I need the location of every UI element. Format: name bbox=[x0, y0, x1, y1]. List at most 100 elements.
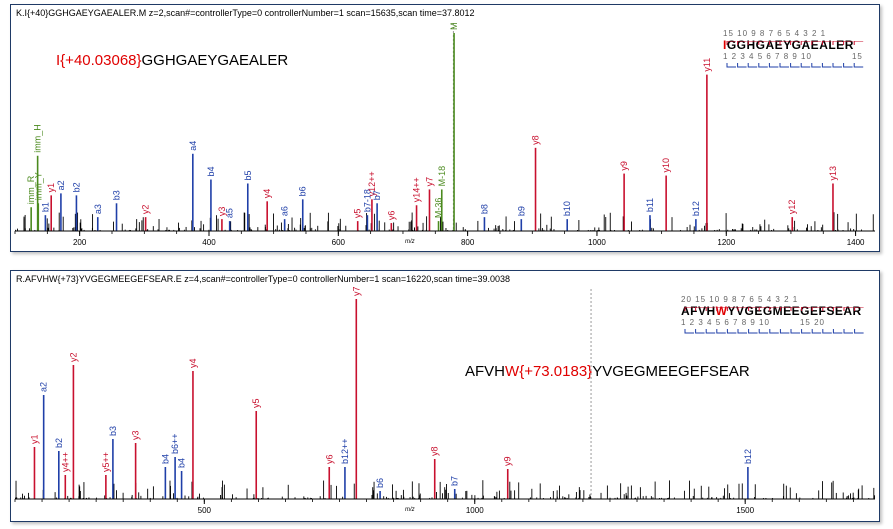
peak-y13: y13 bbox=[828, 166, 838, 231]
peak-label: y12++ bbox=[367, 171, 377, 196]
mod-residue: W bbox=[505, 363, 520, 380]
y-ion-bracket bbox=[811, 307, 822, 311]
spectrum-panel-1: imm_R imm_H imm_Y b1 y1 a2 b2 a3 b3 y2 a4 b4 y3 a5 b5 y… bbox=[10, 4, 880, 252]
peak-label: y4 bbox=[188, 358, 198, 368]
coverage-bottom-right: 15 bbox=[851, 52, 863, 61]
peak-b3: b3 bbox=[112, 190, 122, 231]
y-ion-bracket bbox=[821, 41, 832, 45]
peak-y1: y1 bbox=[29, 434, 39, 499]
coverage-mod: W bbox=[715, 304, 728, 318]
peak-label: y4++ bbox=[60, 452, 70, 472]
y-ion-bracket bbox=[737, 307, 747, 311]
peak-label: M-18 bbox=[437, 166, 447, 187]
peak-b7: b7 bbox=[372, 190, 382, 231]
b-ion-bracket bbox=[822, 329, 832, 334]
spectrum-header-2: R.AFVHW{+73}YVGEGMEEGEFSEAR.E z=4,scan#=… bbox=[16, 274, 511, 284]
y-ion-bracket bbox=[769, 307, 779, 311]
peak-label: y7 bbox=[351, 286, 361, 296]
peak-label: b1 bbox=[40, 202, 50, 212]
b-ion-bracket bbox=[853, 63, 864, 68]
b-ion-bracket bbox=[800, 63, 811, 68]
peak-label: y3 bbox=[131, 430, 141, 440]
coverage-bottom-right: 15 20 bbox=[799, 318, 825, 327]
peak-label: y2 bbox=[141, 205, 151, 215]
y-ion-bracket bbox=[790, 41, 800, 45]
peak-y14++: y14++ bbox=[412, 177, 422, 231]
x-tick-label: 1500 bbox=[736, 506, 754, 515]
peak-b12: b12 bbox=[691, 201, 701, 231]
peak-b12++: b12++ bbox=[340, 438, 350, 499]
y-ion-bracket bbox=[800, 41, 811, 45]
y-ion-bracket bbox=[822, 307, 832, 311]
y-ion-bracket bbox=[758, 307, 769, 311]
peak-label: b6 bbox=[298, 186, 308, 196]
unlabeled-peaks bbox=[14, 480, 876, 499]
b-ion-bracket bbox=[695, 329, 705, 334]
peak-a2: a2 bbox=[39, 382, 49, 499]
peak-M: M bbox=[449, 23, 459, 231]
peak-b8: b8 bbox=[479, 204, 489, 231]
peak-b10: b10 bbox=[562, 201, 572, 231]
peak-label: y6 bbox=[386, 211, 396, 221]
peak-y8: y8 bbox=[430, 446, 440, 499]
coverage-bottom-numbers: 1 2 3 4 5 6 7 8 9 10 15 20 bbox=[681, 318, 862, 327]
b-ion-bracket bbox=[843, 329, 853, 334]
peak-label: b8 bbox=[479, 204, 489, 214]
b-ion-bracket bbox=[684, 329, 694, 334]
peak-imm_Y: imm_Y bbox=[33, 172, 43, 231]
peak-label: M-36 bbox=[434, 198, 444, 219]
peak-b2: b2 bbox=[71, 182, 81, 231]
peak-label: y9 bbox=[619, 161, 629, 171]
y-ion-bracket bbox=[748, 307, 758, 311]
y-ion-bracket bbox=[726, 41, 736, 45]
y-ion-bracket bbox=[801, 307, 811, 311]
x-axis-label: m/z bbox=[405, 239, 415, 245]
peak-y3: y3 bbox=[131, 430, 141, 499]
coverage-brackets bbox=[684, 307, 864, 334]
coverage-top-numbers: 20 15 10 9 8 7 6 5 4 3 2 1 bbox=[681, 295, 799, 304]
peak-label: y9 bbox=[503, 456, 513, 466]
peak-b9: b9 bbox=[516, 206, 526, 231]
b-ion-bracket bbox=[832, 329, 843, 334]
y-ion-bracket bbox=[832, 307, 843, 311]
peak-label: b4 bbox=[177, 458, 187, 468]
peak-label: imm_Y bbox=[33, 172, 43, 200]
peak-y4: y4 bbox=[188, 358, 198, 499]
peak-label: y1 bbox=[46, 183, 56, 193]
peak-label: y8 bbox=[531, 135, 541, 145]
b-ion-bracket bbox=[843, 63, 853, 68]
peak-y2: y2 bbox=[141, 205, 151, 231]
peak-y3: y3 bbox=[217, 207, 227, 231]
peak-y10: y10 bbox=[661, 158, 671, 231]
coverage-top-numbers: 15 10 9 8 7 6 5 4 3 2 1 bbox=[723, 29, 827, 38]
b-ion-bracket bbox=[747, 63, 758, 68]
y-ion-bracket bbox=[853, 41, 864, 45]
y-ion-bracket bbox=[779, 307, 790, 311]
b-ion-bracket bbox=[769, 329, 779, 334]
peak-y5++: y5++ bbox=[101, 452, 111, 499]
y-ion-bracket bbox=[737, 41, 747, 45]
b-ion-bracket bbox=[758, 63, 768, 68]
peak-label: M bbox=[449, 23, 459, 31]
b-ion-bracket bbox=[737, 329, 747, 334]
peak-y12++: y12++ bbox=[367, 171, 377, 231]
b-ion-bracket bbox=[811, 63, 821, 68]
peak-label: y6 bbox=[324, 454, 334, 464]
b-ion-bracket bbox=[726, 329, 737, 334]
peak-label: b7 bbox=[450, 476, 460, 486]
peak-label: a4 bbox=[188, 141, 198, 151]
b-ion-bracket bbox=[705, 329, 716, 334]
b-ion-bracket bbox=[758, 329, 769, 334]
sequence-rest: YVGEGMEEGEFSEAR bbox=[592, 363, 750, 380]
y-ion-bracket bbox=[716, 307, 726, 311]
peak-a2: a2 bbox=[56, 180, 66, 231]
b-ion-bracket bbox=[768, 63, 779, 68]
peak-label: b12 bbox=[691, 201, 701, 216]
peak-b6++: b6++ bbox=[170, 433, 180, 499]
peak-y5: y5 bbox=[353, 209, 363, 231]
annotated-sequence-1: I{+40.03068}GGHGAEYGAEALER bbox=[56, 52, 288, 69]
coverage-bottom-left: 1 2 3 4 5 6 7 8 9 10 bbox=[681, 318, 770, 327]
peak-label: b3 bbox=[112, 190, 122, 200]
peak-label: a3 bbox=[93, 204, 103, 214]
peak-b12: b12 bbox=[743, 449, 753, 499]
